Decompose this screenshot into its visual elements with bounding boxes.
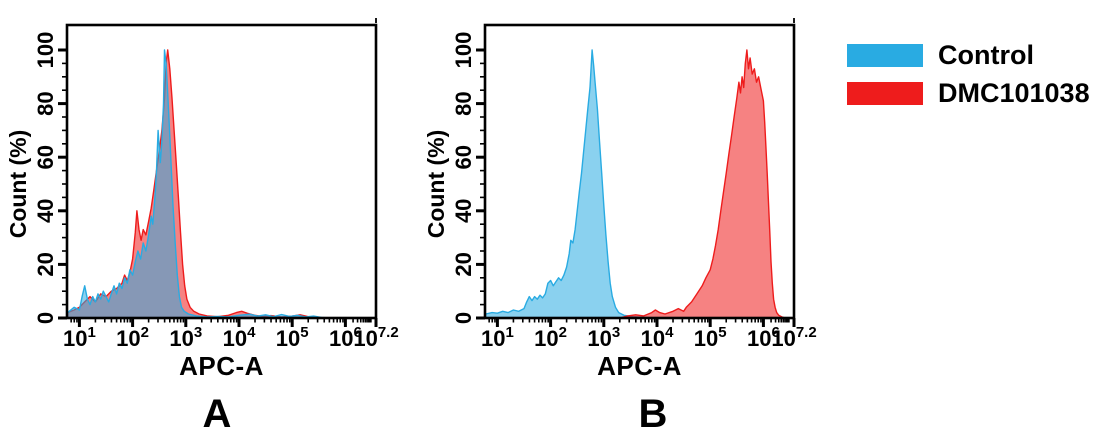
svg-text:100: 100 [451, 32, 476, 69]
legend: Control DMC101038 [847, 42, 1090, 118]
svg-text:Count (%): Count (%) [5, 130, 31, 239]
svg-text:105: 105 [694, 324, 727, 351]
svg-text:106: 106 [329, 324, 362, 351]
svg-text:104: 104 [641, 324, 674, 351]
svg-text:107.2: 107.2 [771, 324, 816, 351]
svg-text:100: 100 [33, 32, 58, 69]
svg-text:105: 105 [276, 324, 309, 351]
legend-row-dmc101038: DMC101038 [847, 80, 1090, 107]
x-axis-label-a: APC-A [179, 351, 264, 381]
legend-label-dmc101038: DMC101038 [938, 78, 1090, 108]
legend-row-control: Control [847, 42, 1090, 69]
svg-text:60: 60 [33, 145, 58, 169]
svg-text:20: 20 [33, 252, 58, 276]
svg-text:101: 101 [63, 324, 96, 351]
dmc101038-color-swatch [847, 82, 923, 105]
svg-text:40: 40 [33, 199, 58, 223]
svg-text:60: 60 [451, 145, 476, 169]
svg-text:103: 103 [169, 324, 202, 351]
x-axis-label-b: APC-A [597, 351, 682, 381]
svg-text:107.2: 107.2 [353, 324, 398, 351]
legend-label-control: Control [938, 40, 1034, 70]
svg-text:40: 40 [451, 199, 476, 223]
svg-text:80: 80 [33, 91, 58, 115]
svg-text:102: 102 [116, 324, 149, 351]
svg-text:101: 101 [481, 324, 514, 351]
svg-text:104: 104 [223, 324, 256, 351]
panel-letter-a: A [202, 392, 232, 436]
svg-text:0: 0 [451, 312, 476, 324]
svg-text:Count (%): Count (%) [423, 130, 449, 239]
svg-text:80: 80 [451, 91, 476, 115]
svg-text:103: 103 [587, 324, 620, 351]
svg-text:0: 0 [33, 312, 58, 324]
svg-text:102: 102 [534, 324, 567, 351]
svg-text:20: 20 [451, 252, 476, 276]
panel-letter-b: B [638, 392, 668, 436]
svg-text:106: 106 [747, 324, 780, 351]
control-color-swatch [847, 44, 923, 67]
